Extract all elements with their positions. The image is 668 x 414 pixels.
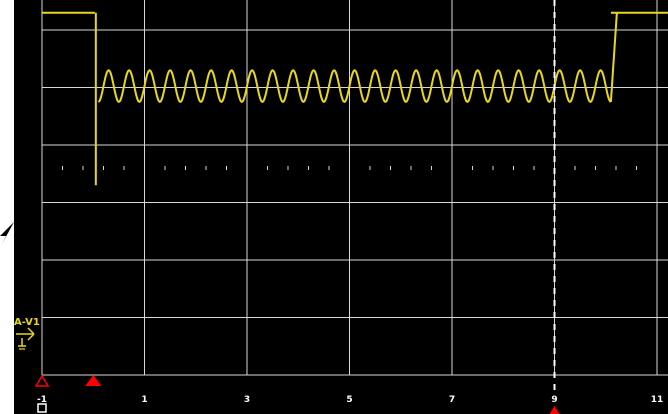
trace-path bbox=[42, 11, 668, 186]
x-axis-tick-labels: -1 1 3 5 7 9 11 bbox=[37, 395, 663, 405]
x-tick-label: -1 bbox=[37, 395, 47, 405]
trigger-triangle-icon bbox=[85, 375, 102, 386]
x-tick-label: 7 bbox=[449, 395, 455, 405]
channel-a-trace bbox=[42, 11, 668, 186]
x-tick-label: 5 bbox=[346, 395, 352, 405]
x-tick-label: 11 bbox=[651, 395, 664, 405]
graticule-grid bbox=[41, 0, 668, 376]
origin-box-icon bbox=[37, 403, 47, 413]
ground-reference-icon bbox=[16, 327, 35, 350]
trigger-markers bbox=[34, 374, 560, 414]
x-tick-label: 3 bbox=[244, 395, 250, 405]
cursor-marker-icon bbox=[549, 406, 560, 414]
plot-background bbox=[14, 0, 668, 414]
mouse-pointer-icon bbox=[0, 222, 14, 244]
x-tick-label: 1 bbox=[141, 395, 147, 405]
channel-a-label: A-V1 bbox=[14, 317, 40, 328]
channel-a-label-group[interactable]: A-V1 bbox=[14, 317, 40, 350]
trigger-level-outline-icon bbox=[34, 374, 50, 387]
x-tick-label: 9 bbox=[551, 395, 557, 405]
oscilloscope-display[interactable]: A-V1 -1 1 3 5 7 9 11 bbox=[14, 0, 668, 414]
